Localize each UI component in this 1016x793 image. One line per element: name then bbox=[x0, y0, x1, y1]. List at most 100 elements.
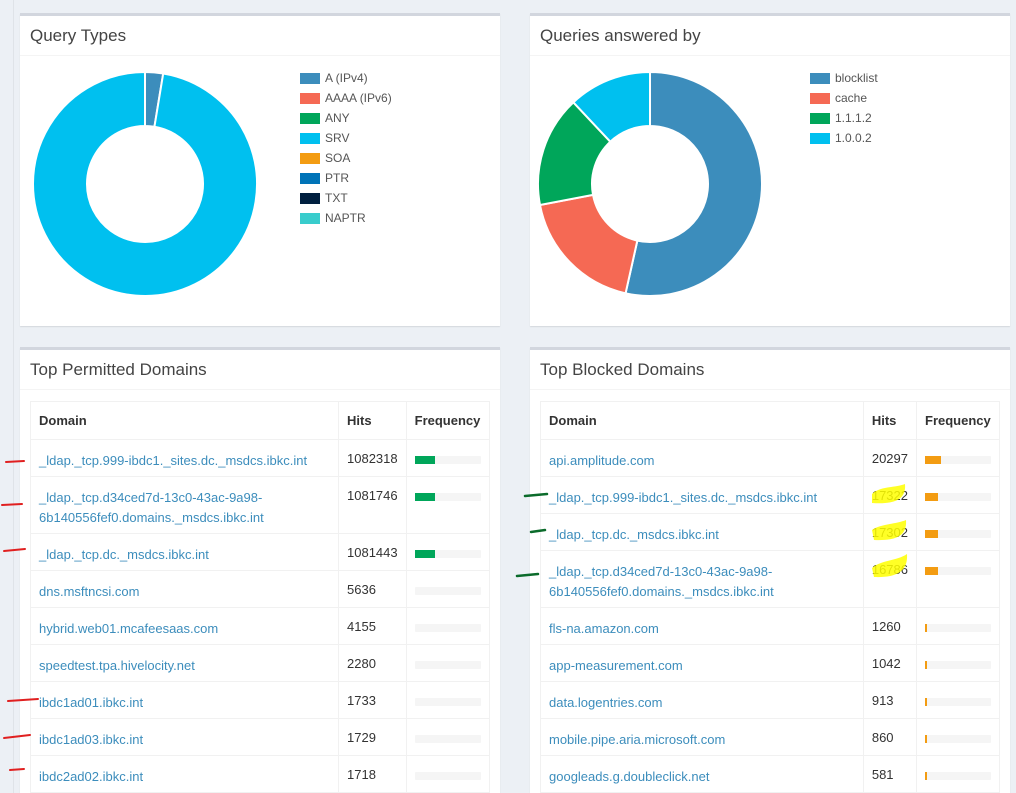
domain-link[interactable]: hybrid.web01.mcafeesaas.com bbox=[39, 621, 219, 636]
queries-answered-title: Queries answered by bbox=[530, 16, 1010, 56]
domain-link[interactable]: fls-na.amazon.com bbox=[549, 621, 659, 636]
domain-cell: ibdc2ad02.ibkc.int bbox=[30, 755, 339, 793]
domain-cell: api.amplitude.com bbox=[540, 439, 864, 477]
table-row: mobile.pipe.aria.microsoft.com 860 bbox=[540, 718, 1000, 756]
column-header-domain[interactable]: Domain bbox=[30, 401, 339, 440]
frequency-bar bbox=[414, 624, 481, 632]
frequency-cell bbox=[916, 476, 1000, 514]
query-types-title: Query Types bbox=[20, 16, 500, 56]
frequency-bar-fill bbox=[925, 493, 938, 501]
legend-item[interactable]: SOA bbox=[300, 148, 392, 168]
frequency-bar-fill bbox=[925, 567, 938, 575]
legend-swatch bbox=[300, 92, 320, 104]
domain-link[interactable]: googleads.g.doubleclick.net bbox=[549, 769, 710, 784]
domain-link[interactable]: api.amplitude.com bbox=[549, 453, 655, 468]
domain-link[interactable]: _ldap._tcp.d34ced7d-13c0-43ac-9a98- 6b140… bbox=[549, 564, 774, 599]
hits-cell: 1042 bbox=[862, 644, 918, 682]
domain-cell: dns.msftncsi.com bbox=[30, 570, 339, 608]
domain-link[interactable]: ibdc1ad01.ibkc.int bbox=[39, 695, 144, 710]
frequency-cell bbox=[916, 550, 1000, 608]
column-header-domain[interactable]: Domain bbox=[540, 401, 864, 440]
domain-link[interactable]: _ldap._tcp.999-ibdc1._sites.dc._msdcs.ib… bbox=[39, 453, 308, 468]
hits-cell: 17302 bbox=[862, 513, 918, 551]
legend-swatch bbox=[300, 212, 320, 224]
domain-link[interactable]: data.logentries.com bbox=[549, 695, 663, 710]
column-header-frequency[interactable]: Frequency bbox=[405, 401, 491, 440]
frequency-cell bbox=[405, 533, 491, 571]
frequency-bar bbox=[414, 772, 481, 780]
frequency-cell bbox=[916, 439, 1000, 477]
legend-label: blocklist bbox=[835, 71, 878, 85]
legend-item[interactable]: 1.0.0.2 bbox=[810, 128, 878, 148]
hits-cell: 913 bbox=[862, 681, 918, 719]
domain-cell: ibdc1ad01.ibkc.int bbox=[30, 681, 339, 719]
domain-cell: fls-na.amazon.com bbox=[540, 607, 864, 645]
legend-swatch bbox=[300, 112, 320, 124]
legend-swatch bbox=[810, 132, 830, 144]
frequency-bar bbox=[414, 550, 481, 558]
column-header-hits[interactable]: Hits bbox=[862, 401, 918, 440]
slice-cache[interactable] bbox=[538, 193, 639, 295]
top-permitted-table: Domain Hits Frequency _ldap._tcp.999-ibd… bbox=[30, 401, 491, 793]
legend-item[interactable]: NAPTR bbox=[300, 208, 392, 228]
top-permitted-box: Top Permitted Domains Domain Hits Freque… bbox=[20, 347, 500, 793]
slice-blocklist[interactable] bbox=[624, 70, 763, 297]
legend-swatch bbox=[300, 152, 320, 164]
legend-item[interactable]: blocklist bbox=[810, 68, 878, 88]
table-row: _ldap._tcp.999-ibdc1._sites.dc._msdcs.ib… bbox=[30, 439, 491, 477]
legend-item[interactable]: SRV bbox=[300, 128, 392, 148]
hits-cell: 860 bbox=[862, 718, 918, 756]
legend-swatch bbox=[300, 192, 320, 204]
frequency-bar bbox=[925, 772, 991, 780]
frequency-bar-fill bbox=[925, 698, 927, 706]
legend-item[interactable]: AAAA (IPv6) bbox=[300, 88, 392, 108]
domain-link[interactable]: ibdc2ad02.ibkc.int bbox=[39, 769, 144, 784]
legend-item[interactable]: ANY bbox=[300, 108, 392, 128]
domain-cell: _ldap._tcp.dc._msdcs.ibkc.int bbox=[540, 513, 864, 551]
domain-link[interactable]: _ldap._tcp.d34ced7d-13c0-43ac-9a98- 6b140… bbox=[39, 490, 264, 525]
legend-item[interactable]: A (IPv4) bbox=[300, 68, 392, 88]
frequency-bar bbox=[925, 567, 991, 575]
legend-item[interactable]: PTR bbox=[300, 168, 392, 188]
domain-cell: googleads.g.doubleclick.net bbox=[540, 755, 864, 793]
domain-link[interactable]: _ldap._tcp.999-ibdc1._sites.dc._msdcs.ib… bbox=[549, 490, 818, 505]
column-header-frequency[interactable]: Frequency bbox=[916, 401, 1000, 440]
frequency-cell bbox=[405, 718, 491, 756]
top-blocked-box: Top Blocked Domains Domain Hits Frequenc… bbox=[530, 347, 1010, 793]
domain-link[interactable]: app-measurement.com bbox=[549, 658, 683, 673]
table-row: app-measurement.com 1042 bbox=[540, 644, 1000, 682]
legend-label: TXT bbox=[325, 191, 348, 205]
domain-link[interactable]: dns.msftncsi.com bbox=[39, 584, 140, 599]
frequency-bar-fill bbox=[925, 624, 927, 632]
query-types-donut[interactable] bbox=[30, 69, 270, 309]
frequency-bar bbox=[925, 456, 991, 464]
legend-item[interactable]: TXT bbox=[300, 188, 392, 208]
legend-label: SRV bbox=[325, 131, 350, 145]
column-header-hits[interactable]: Hits bbox=[338, 401, 407, 440]
legend-label: 1.1.1.2 bbox=[835, 111, 872, 125]
frequency-bar bbox=[925, 698, 991, 706]
slice-srv[interactable] bbox=[32, 70, 258, 297]
legend-swatch bbox=[300, 132, 320, 144]
frequency-cell bbox=[405, 476, 491, 534]
domain-link[interactable]: ibdc1ad03.ibkc.int bbox=[39, 732, 144, 747]
frequency-cell bbox=[916, 513, 1000, 551]
table-row: speedtest.tpa.hivelocity.net 2280 bbox=[30, 644, 491, 682]
domain-link[interactable]: mobile.pipe.aria.microsoft.com bbox=[549, 732, 726, 747]
slice-1-0-0-2[interactable] bbox=[571, 70, 651, 144]
domain-link[interactable]: _ldap._tcp.dc._msdcs.ibkc.int bbox=[549, 527, 719, 542]
legend-item[interactable]: cache bbox=[810, 88, 878, 108]
table-row: _ldap._tcp.dc._msdcs.ibkc.int 17302 bbox=[540, 513, 1000, 551]
legend-label: A (IPv4) bbox=[325, 71, 368, 85]
frequency-bar bbox=[414, 698, 481, 706]
frequency-bar-fill bbox=[414, 456, 435, 464]
legend-item[interactable]: 1.1.1.2 bbox=[810, 108, 878, 128]
hits-cell: 1260 bbox=[862, 607, 918, 645]
queries-answered-donut[interactable] bbox=[535, 69, 775, 309]
domain-link[interactable]: speedtest.tpa.hivelocity.net bbox=[39, 658, 195, 673]
queries-answered-box: Queries answered by blocklist cache 1.1.1.… bbox=[530, 13, 1010, 326]
frequency-cell bbox=[916, 681, 1000, 719]
query-types-box: Query Types A (IPv4) AAAA (IPv6) ANY SRV SOA… bbox=[20, 13, 500, 326]
domain-cell: data.logentries.com bbox=[540, 681, 864, 719]
domain-link[interactable]: _ldap._tcp.dc._msdcs.ibkc.int bbox=[39, 547, 209, 562]
